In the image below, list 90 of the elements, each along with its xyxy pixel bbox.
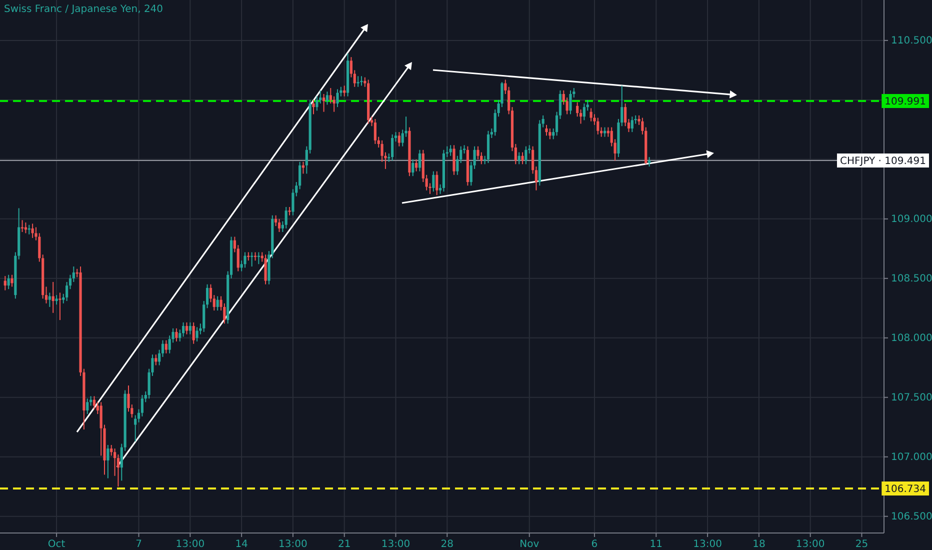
x-tick-label: 21 [338, 539, 351, 550]
candlestick [356, 76, 360, 88]
y-tick-label: 107.500 [891, 392, 932, 404]
candlestick [110, 444, 113, 456]
candlestick [284, 206, 288, 229]
candlestick [302, 161, 305, 174]
candlestick [590, 108, 592, 122]
candlestick [10, 274, 14, 288]
candlestick [178, 329, 182, 342]
candlestick [569, 90, 572, 115]
candlestick [582, 103, 586, 121]
x-tick-label: 13:00 [796, 539, 825, 550]
candlestick [24, 222, 27, 234]
candlestick [603, 126, 606, 138]
candlestick [343, 85, 346, 97]
ref-line-label: 109.991 [884, 96, 926, 108]
candlestick [452, 144, 456, 176]
candlestick [524, 146, 528, 165]
x-tick-label: 7 [136, 539, 142, 550]
ref-line-label: CHFJPY · 109.491 [840, 156, 926, 167]
candlestick [576, 102, 579, 118]
candlestick [86, 398, 89, 415]
x-tick-label: 13:00 [693, 539, 722, 550]
chart-title: Swiss Franc / Japanese Yen, 240 [4, 4, 164, 15]
y-tick-label: 108.000 [891, 333, 932, 344]
candlestick [521, 152, 524, 165]
candlestick [374, 118, 376, 144]
candlestick [244, 252, 246, 268]
candlestick [326, 91, 329, 106]
candlestick [316, 96, 318, 112]
candlestick [154, 354, 158, 366]
x-tick-label: 28 [440, 539, 454, 550]
x-tick-label: 18 [752, 539, 766, 550]
candlestick [20, 220, 24, 232]
x-tick-label: 13:00 [176, 539, 205, 550]
x-tick-label: 6 [591, 539, 598, 550]
candlestick [518, 152, 520, 165]
x-tick-label: 11 [650, 539, 663, 550]
candlestick [398, 132, 400, 147]
candlestick [31, 223, 34, 238]
x-tick-label: 14 [235, 539, 248, 550]
candlestick [412, 158, 414, 177]
candlestick [415, 158, 418, 172]
candlestick [4, 276, 6, 291]
candlestick [630, 116, 634, 133]
candlestick [322, 93, 326, 112]
candlestick [391, 134, 394, 162]
x-tick-label: 25 [855, 539, 868, 550]
candlestick [182, 322, 185, 338]
candlestick [648, 156, 651, 168]
candlestick [332, 96, 336, 112]
candlestick [476, 146, 480, 160]
y-tick-label: 107.000 [891, 452, 932, 464]
candlestick [566, 97, 568, 115]
candlestick [55, 294, 58, 306]
y-tick-label: 110.500 [891, 36, 932, 47]
candlestick [545, 124, 548, 136]
ref-line-label: 106.734 [884, 484, 926, 496]
x-tick-label: Oct [48, 539, 66, 550]
candlestick [418, 149, 422, 172]
candlestick [312, 99, 315, 115]
candlestick [188, 322, 192, 335]
y-tick-label: 109.000 [891, 214, 932, 226]
candlestick [58, 292, 62, 321]
candlestick [52, 281, 54, 314]
candlestick [216, 296, 219, 312]
candlestick [548, 128, 552, 140]
candlestick [7, 274, 10, 290]
candlestick [432, 170, 435, 192]
candlestick [278, 218, 281, 232]
x-tick-label: Nov [520, 539, 540, 550]
y-tick-label: 106.500 [891, 512, 932, 523]
candlestick [236, 244, 240, 272]
candlestick [264, 254, 267, 285]
candlestick [185, 322, 188, 335]
candlestick [336, 88, 339, 108]
y-tick-label: 108.500 [891, 274, 932, 285]
x-tick-label: 13:00 [381, 539, 410, 550]
candlestick [72, 266, 75, 282]
candlestick [106, 444, 110, 479]
candlestick [360, 76, 363, 86]
candlestick [449, 144, 452, 156]
x-tick-label: 13:00 [278, 539, 308, 550]
candlestick [164, 340, 168, 354]
candlestick [436, 170, 438, 196]
candlestick [192, 322, 195, 344]
candlestick [596, 117, 600, 135]
candlestick [175, 328, 178, 342]
candlestick [48, 292, 51, 308]
candlestick [196, 326, 198, 342]
